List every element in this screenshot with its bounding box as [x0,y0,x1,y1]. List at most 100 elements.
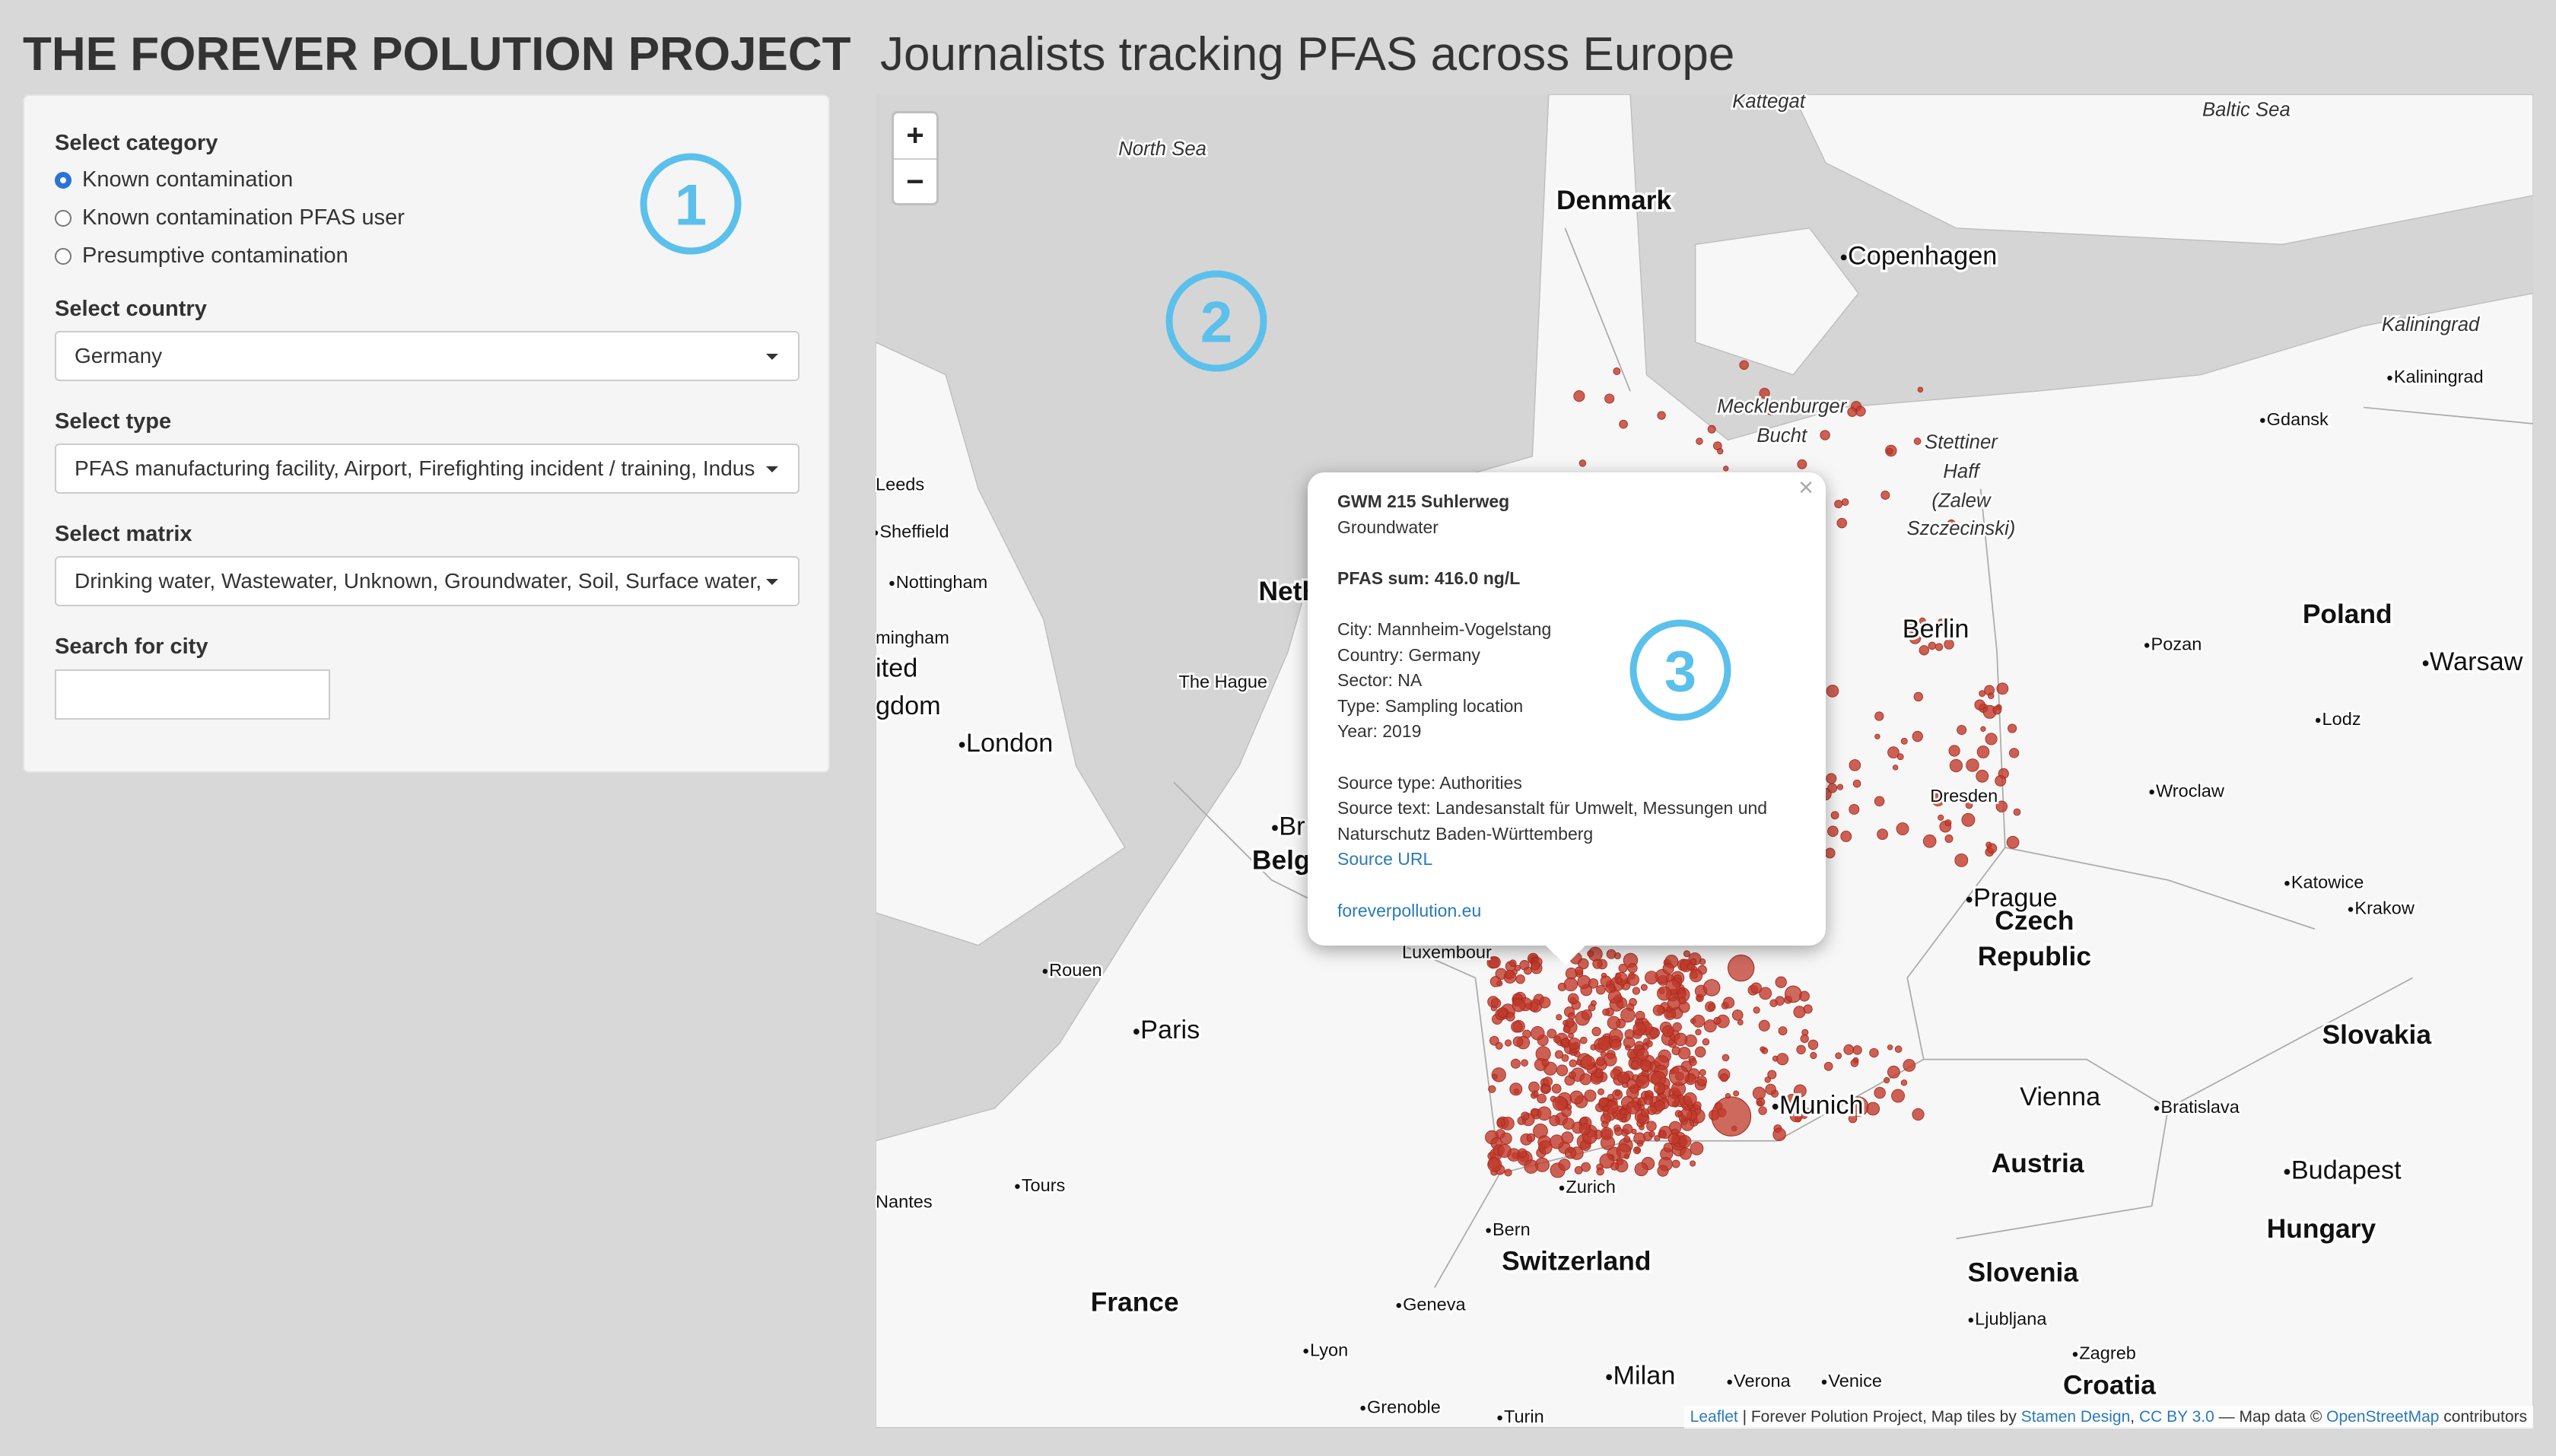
city-dot [1396,1302,1401,1308]
zoom-out[interactable]: − [906,165,924,199]
matrix-select[interactable]: Drinking water, Wastewater, Unknown, Gro… [55,556,800,606]
measurement-dot [1988,692,1995,700]
measurement-dot [1672,1022,1682,1032]
measurement-dot [1723,466,1729,472]
measurement-dot [1692,1014,1706,1028]
measurement-dot [1932,625,1941,634]
city-label: Krakow [2354,898,2415,918]
city-dot [1968,1318,1974,1323]
measurement-dot [1801,1111,1808,1120]
measurement-dot [1623,1136,1631,1143]
popup: × GWM 215 Suhlerweg Groundwater PFAS sum… [1308,472,1826,965]
measurement-dot [1496,1117,1505,1127]
measurement-dot [1769,999,1778,1007]
city-dot [1486,1228,1491,1233]
country-label: Austria [1992,1149,2084,1178]
city-label: The Hague [1179,672,1268,691]
measurement-dot [1539,997,1551,1009]
city-dot [2149,789,2154,795]
measurement-dot [1699,1069,1706,1076]
city-dot [1559,1185,1565,1191]
measurement-dot [1919,645,1929,656]
measurement-dot [1995,774,2007,787]
measurement-dot [1750,982,1763,994]
measurement-dot [1619,419,1628,429]
measurement-dot [1892,765,1899,771]
measurement-dot [1621,1117,1627,1123]
type-select[interactable]: PFAS manufacturing facility, Airport, Fi… [55,443,800,494]
city-dot [1303,1348,1308,1354]
measurement-dot [1708,1003,1716,1011]
osm-link[interactable]: OpenStreetMap [2326,1408,2440,1426]
measurement-dot [1487,1157,1502,1172]
city-label: Vienna [2020,1082,2101,1111]
popup-source-url[interactable]: Source URL [1337,849,1433,869]
measurement-dot [1563,1019,1569,1026]
measurement-dot [1824,847,1836,859]
measurement-dot [1515,974,1525,984]
measurement-dot [1996,682,2009,695]
popup-detail: City: Mannheim-Vogelstang [1337,618,1552,639]
radio-option[interactable]: Presumptive contamination [55,243,348,269]
zoom-in[interactable]: + [894,113,936,160]
city-label: London [966,729,1053,758]
leaflet-link[interactable]: Leaflet [1690,1408,1738,1426]
measurement-dot [1827,825,1839,838]
measurement-dot [1643,1095,1654,1105]
search-label: Search for city [55,634,208,659]
measurement-dot [1948,745,1960,757]
measurement-dot [1826,685,1839,698]
measurement-dot [1827,783,1838,793]
measurement-dot [1843,1044,1855,1055]
city-label: Venice [1828,1371,1882,1391]
popup-site[interactable]: foreverpollution.eu [1337,900,1482,920]
measurement-dot [1613,952,1621,960]
measurement-dot [1974,699,1985,711]
measurement-dot [1495,1041,1503,1050]
measurement-dot [1836,517,1847,529]
measurement-dot [1903,1059,1916,1072]
city-label: Budapest [2291,1156,2402,1184]
city-label: Gdansk [2267,409,2329,429]
measurement-dot [1979,690,1986,698]
measurement-dot [1711,1096,1752,1137]
measurement-dot [1992,705,2002,715]
city-dot [889,580,895,587]
measurement-dot [1887,746,1900,758]
measurement-dot [1995,800,2008,812]
measurement-dot [1931,793,1945,806]
country-label: Slovakia [2322,1020,2432,1050]
stamen-link[interactable]: Stamen Design [2020,1408,2131,1426]
search-input[interactable] [55,669,330,720]
measurement-dot [1841,498,1849,506]
radio-text: Known contamination [82,167,294,192]
country-label: Switzerland [1502,1247,1651,1276]
measurement-dot [1849,759,1861,771]
city-label: Paris [1140,1016,1200,1044]
measurement-dot [1617,1071,1630,1084]
license-link[interactable]: CC BY 3.0 [2138,1408,2214,1426]
measurement-dot [1852,1045,1862,1055]
measurement-dot [1919,617,1926,625]
measurement-dot [1679,1147,1692,1160]
measurement-dot [1561,1131,1574,1144]
measurement-dot [1600,1051,1607,1057]
measurement-dot [1850,1059,1859,1067]
measurement-dot [1807,1039,1819,1051]
country-select[interactable]: Germany [55,331,800,381]
measurement-dot [1758,1106,1767,1115]
radio-option[interactable]: Known contamination [55,167,293,192]
radio-option[interactable]: Known contamination PFAS user [55,205,405,230]
city-label: Geneva [1403,1294,1466,1314]
measurement-dot [1737,1019,1744,1025]
measurement-dot [1772,1127,1786,1142]
city-dot [958,742,965,748]
city-label: Lyon [1310,1340,1348,1359]
radio-text: Known contamination PFAS user [82,205,405,230]
country-label: France [1091,1287,1179,1317]
measurement-dot [1556,1064,1569,1076]
measurement-dot [1928,641,1937,650]
popup-close[interactable]: × [1798,473,1814,502]
measurement-dot [1667,1094,1680,1108]
measurement-dot [1674,1032,1688,1047]
